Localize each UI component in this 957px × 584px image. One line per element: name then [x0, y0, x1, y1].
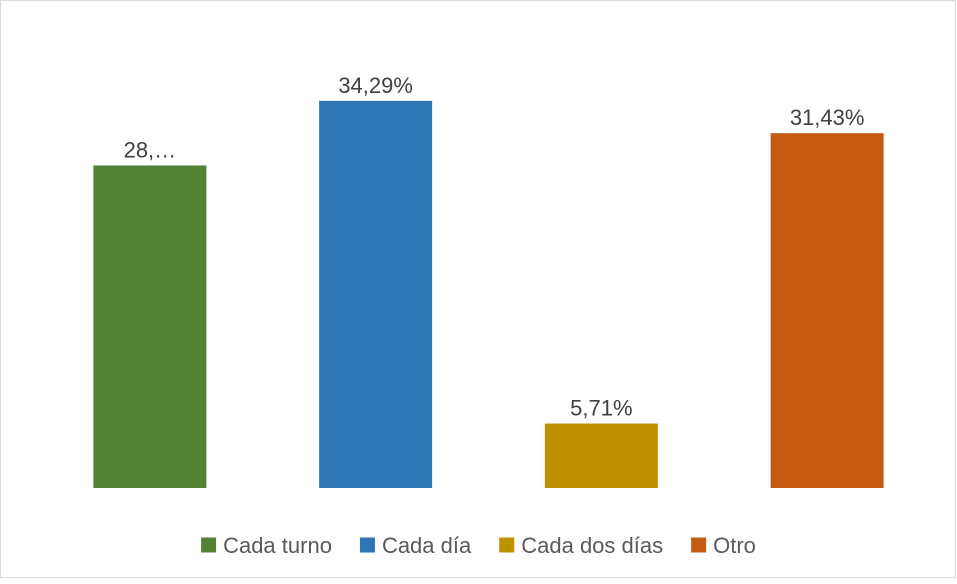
- legend-label: Cada turno: [223, 533, 332, 558]
- legend-swatch: [499, 537, 515, 553]
- bar: [93, 165, 207, 488]
- legend-label: Cada dos días: [521, 533, 663, 558]
- legend-swatch: [359, 537, 375, 553]
- data-label: 34,29%: [338, 73, 413, 98]
- bar: [770, 133, 884, 488]
- data-label: 31,43%: [790, 105, 865, 130]
- legend-swatch: [691, 537, 707, 553]
- legend-label: Cada día: [382, 533, 472, 558]
- bar: [319, 100, 433, 488]
- bar: [544, 423, 658, 488]
- data-label: 28,…: [124, 137, 177, 162]
- legend-swatch: [201, 537, 217, 553]
- legend-label: Otro: [713, 533, 756, 558]
- data-label: 5,71%: [570, 396, 632, 421]
